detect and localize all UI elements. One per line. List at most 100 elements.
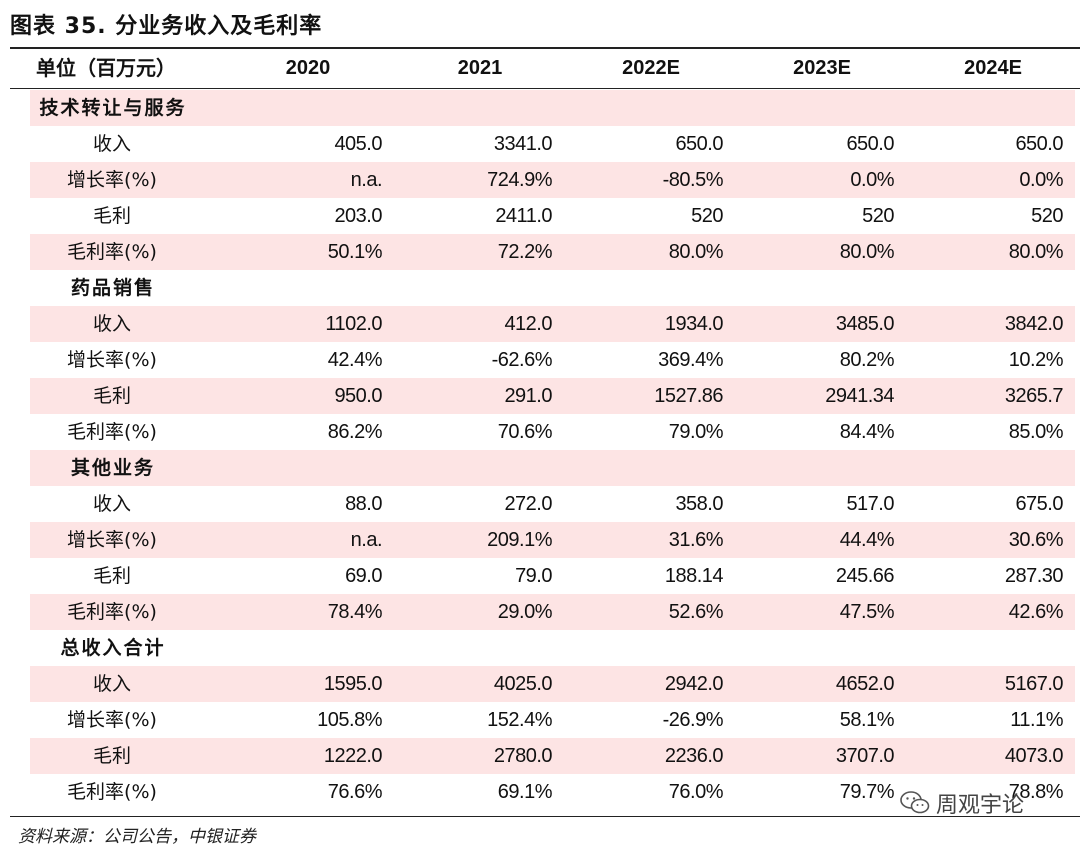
table-cell: 84.4% xyxy=(839,421,895,443)
table-cell: 2941.34 xyxy=(825,385,894,407)
table-cell: 650.0 xyxy=(1015,133,1063,155)
section-label: 总收入合计 xyxy=(60,637,166,659)
table-row: 毛利率(%) 50.1% 72.2% 80.0% 80.0% 80.0% xyxy=(30,234,1075,270)
table-cell: 724.9% xyxy=(487,169,552,191)
row-label: 毛利率(%) xyxy=(67,601,157,623)
unit-label: 单位（百万元） xyxy=(36,56,176,80)
table-cell: 520 xyxy=(1031,205,1063,227)
row-label: 毛利率(%) xyxy=(67,421,157,443)
table-cell: 80.0% xyxy=(1008,241,1064,263)
table-cell: 5167.0 xyxy=(1004,673,1064,695)
row-label: 收入 xyxy=(92,493,132,515)
row-label: 收入 xyxy=(92,133,132,155)
top-rule xyxy=(10,47,1080,49)
row-label: 毛利率(%) xyxy=(67,781,157,803)
table-cell: 79.0 xyxy=(515,565,552,587)
year-header: 2020 xyxy=(285,57,331,79)
table-header: 单位（百万元） 2020 2021 2022E 2023E 2024E xyxy=(10,48,1080,88)
section-row: 其他业务 xyxy=(30,450,1075,486)
table-cell: 3842.0 xyxy=(1004,313,1064,335)
row-label: 收入 xyxy=(92,673,132,695)
row-label: 毛利 xyxy=(92,745,132,767)
table-cell: 287.30 xyxy=(1004,565,1064,587)
table-cell: 405.0 xyxy=(334,133,382,155)
table-cell: 675.0 xyxy=(1015,493,1063,515)
row-label: 毛利 xyxy=(92,205,132,227)
table-cell: 42.4% xyxy=(327,349,383,371)
table-cell: 520 xyxy=(862,205,894,227)
section-row: 技术转让与服务 xyxy=(30,90,1075,126)
table-row: 收入 1595.0 4025.0 2942.0 4652.0 5167.0 xyxy=(30,666,1075,702)
table-cell: 203.0 xyxy=(334,205,382,227)
table-cell: 650.0 xyxy=(675,133,723,155)
table-cell: 3707.0 xyxy=(835,745,895,767)
table-cell: 358.0 xyxy=(675,493,723,515)
table-cell: 29.0% xyxy=(497,601,553,623)
table-cell: 52.6% xyxy=(668,601,724,623)
table-cell: 1222.0 xyxy=(323,745,383,767)
table-cell: 412.0 xyxy=(504,313,552,335)
row-label: 增长率(%) xyxy=(67,349,157,371)
table-row: 毛利 1222.0 2780.0 2236.0 3707.0 4073.0 xyxy=(30,738,1075,774)
section-row: 总收入合计 xyxy=(30,630,1075,666)
table-cell: -80.5% xyxy=(662,169,724,191)
row-label: 增长率(%) xyxy=(67,529,157,551)
table-cell: 79.0% xyxy=(668,421,724,443)
table-cell: 30.6% xyxy=(1008,529,1064,551)
table-row: 毛利 203.0 2411.0 520 520 520 xyxy=(30,198,1075,234)
table-cell: 42.6% xyxy=(1008,601,1064,623)
table-cell: 2411.0 xyxy=(495,205,552,227)
table-cell: n.a. xyxy=(350,169,383,191)
table-cell: 105.8% xyxy=(317,709,382,731)
section-row: 药品销售 xyxy=(30,270,1075,306)
table-cell: -26.9% xyxy=(662,709,724,731)
table-cell: 80.0% xyxy=(668,241,724,263)
row-label: 毛利 xyxy=(92,565,132,587)
row-label: 增长率(%) xyxy=(67,169,157,191)
table-cell: 11.1% xyxy=(1010,709,1063,731)
table-cell: 650.0 xyxy=(846,133,894,155)
year-header: 2021 xyxy=(457,57,503,79)
table-cell: 1102.0 xyxy=(325,313,382,335)
section-label: 其他业务 xyxy=(70,457,156,479)
table-cell: 80.2% xyxy=(839,349,895,371)
table-cell: 3341.0 xyxy=(493,133,553,155)
table-cell: 2236.0 xyxy=(664,745,724,767)
table-cell: 69.0 xyxy=(345,565,382,587)
table-title: 图表 35. 分业务收入及毛利率 xyxy=(10,14,323,39)
table-cell: 0.0% xyxy=(1019,169,1063,191)
table-cell: 1595.0 xyxy=(323,673,383,695)
table-row: 增长率(%) n.a. 724.9% -80.5% 0.0% 0.0% xyxy=(30,162,1075,198)
table-cell: 291.0 xyxy=(504,385,552,407)
table-cell: 272.0 xyxy=(504,493,552,515)
table-cell: 520 xyxy=(691,205,723,227)
year-header: 2023E xyxy=(793,57,851,79)
table-cell: 245.66 xyxy=(835,565,895,587)
bottom-rule xyxy=(10,816,1080,817)
table-row: 毛利 69.0 79.0 188.14 245.66 287.30 xyxy=(30,558,1075,594)
table-cell: 1934.0 xyxy=(664,313,724,335)
table-cell: 80.0% xyxy=(839,241,895,263)
table-row: 毛利率(%) 86.2% 70.6% 79.0% 84.4% 85.0% xyxy=(30,414,1075,450)
table-row: 收入 405.0 3341.0 650.0 650.0 650.0 xyxy=(30,126,1075,162)
row-label: 增长率(%) xyxy=(67,709,157,731)
wechat-icon xyxy=(900,791,930,814)
table-cell: 2942.0 xyxy=(664,673,724,695)
table-cell: 4652.0 xyxy=(835,673,895,695)
table-row: 毛利率(%) 76.6% 69.1% 76.0% 79.7% 78.8% xyxy=(30,774,1075,810)
table-cell: 44.4% xyxy=(839,529,895,551)
watermark: 周观宇论 xyxy=(900,786,1024,820)
table-cell: 69.1% xyxy=(497,781,553,803)
table-cell: 0.0% xyxy=(850,169,894,191)
table-cell: 3485.0 xyxy=(835,313,895,335)
table-cell: 517.0 xyxy=(846,493,894,515)
table-cell: 4025.0 xyxy=(493,673,553,695)
table-cell: 4073.0 xyxy=(1004,745,1064,767)
year-header: 2022E xyxy=(622,57,680,79)
section-label: 药品销售 xyxy=(70,277,156,299)
table-cell: 70.6% xyxy=(497,421,553,443)
table-cell: 72.2% xyxy=(497,241,553,263)
table-cell: 86.2% xyxy=(327,421,383,443)
data-table: 技术转让与服务收入 405.0 3341.0 650.0 650.0 650.0 增长率(%… xyxy=(30,90,1075,810)
table-cell: 369.4% xyxy=(658,349,723,371)
